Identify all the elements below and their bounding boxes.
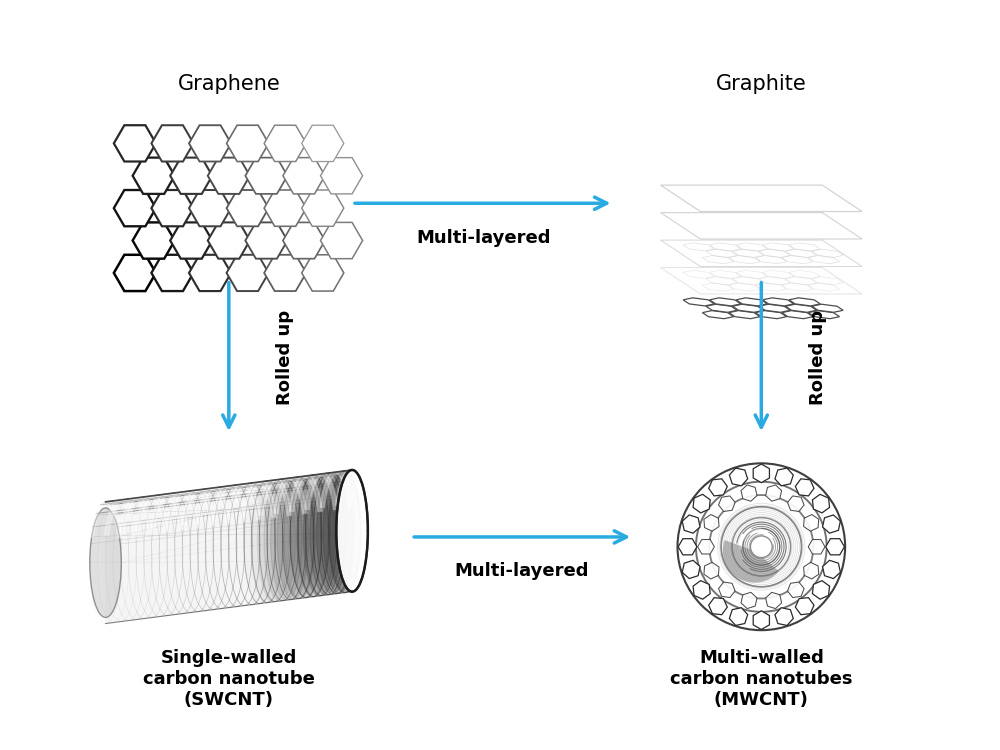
Polygon shape	[683, 298, 714, 306]
Text: Multi-walled
carbon nanotubes
(MWCNT): Multi-walled carbon nanotubes (MWCNT)	[670, 650, 853, 709]
Polygon shape	[683, 243, 714, 251]
Polygon shape	[812, 249, 843, 257]
Polygon shape	[736, 243, 767, 251]
Polygon shape	[710, 243, 741, 251]
Polygon shape	[710, 298, 741, 306]
Polygon shape	[661, 240, 862, 266]
Polygon shape	[661, 268, 862, 294]
Text: Single-walled
carbon nanotube
(SWCNT): Single-walled carbon nanotube (SWCNT)	[143, 650, 315, 709]
Text: Multi-layered: Multi-layered	[416, 229, 550, 247]
Polygon shape	[277, 478, 309, 599]
Polygon shape	[661, 212, 862, 239]
Polygon shape	[755, 310, 787, 319]
Polygon shape	[303, 474, 335, 596]
Polygon shape	[782, 310, 813, 319]
Polygon shape	[706, 249, 737, 257]
Circle shape	[673, 459, 849, 634]
Text: Multi-layered: Multi-layered	[454, 562, 589, 580]
Polygon shape	[785, 277, 817, 285]
Polygon shape	[808, 283, 840, 291]
Polygon shape	[789, 270, 820, 278]
Polygon shape	[702, 310, 734, 319]
Polygon shape	[271, 478, 302, 600]
Polygon shape	[106, 470, 352, 623]
Polygon shape	[729, 283, 760, 291]
Polygon shape	[782, 283, 813, 291]
Ellipse shape	[90, 508, 121, 617]
Polygon shape	[706, 277, 737, 285]
Text: Rolled up: Rolled up	[276, 310, 294, 405]
Polygon shape	[755, 283, 787, 291]
Polygon shape	[317, 472, 348, 594]
Polygon shape	[284, 477, 315, 598]
Polygon shape	[323, 472, 355, 593]
Polygon shape	[290, 476, 322, 598]
Polygon shape	[736, 270, 767, 278]
Polygon shape	[789, 243, 820, 251]
Polygon shape	[759, 249, 790, 257]
Polygon shape	[732, 304, 764, 312]
Polygon shape	[808, 256, 840, 264]
Polygon shape	[310, 473, 342, 595]
Polygon shape	[732, 277, 764, 285]
Polygon shape	[782, 256, 813, 264]
Polygon shape	[661, 185, 862, 211]
Text: Graphite: Graphite	[716, 74, 807, 94]
Polygon shape	[702, 283, 734, 291]
Polygon shape	[812, 277, 843, 285]
Polygon shape	[755, 256, 787, 264]
Polygon shape	[702, 256, 734, 264]
Ellipse shape	[336, 470, 368, 592]
Polygon shape	[732, 249, 764, 257]
Polygon shape	[763, 298, 794, 306]
Polygon shape	[330, 471, 361, 592]
Polygon shape	[785, 304, 817, 312]
Polygon shape	[759, 304, 790, 312]
Polygon shape	[789, 298, 820, 306]
Polygon shape	[683, 270, 714, 278]
Polygon shape	[264, 479, 296, 601]
Polygon shape	[297, 475, 328, 597]
Polygon shape	[257, 480, 289, 602]
Text: Rolled up: Rolled up	[809, 310, 827, 405]
Wedge shape	[723, 540, 779, 583]
Circle shape	[750, 536, 772, 557]
Polygon shape	[763, 243, 794, 251]
Polygon shape	[763, 270, 794, 278]
Polygon shape	[759, 277, 790, 285]
Polygon shape	[736, 298, 767, 306]
Polygon shape	[785, 249, 817, 257]
Text: Graphene: Graphene	[177, 74, 280, 94]
Polygon shape	[729, 310, 760, 319]
Polygon shape	[706, 304, 737, 312]
Polygon shape	[808, 310, 840, 319]
Polygon shape	[710, 270, 741, 278]
Polygon shape	[729, 256, 760, 264]
Polygon shape	[812, 304, 843, 312]
